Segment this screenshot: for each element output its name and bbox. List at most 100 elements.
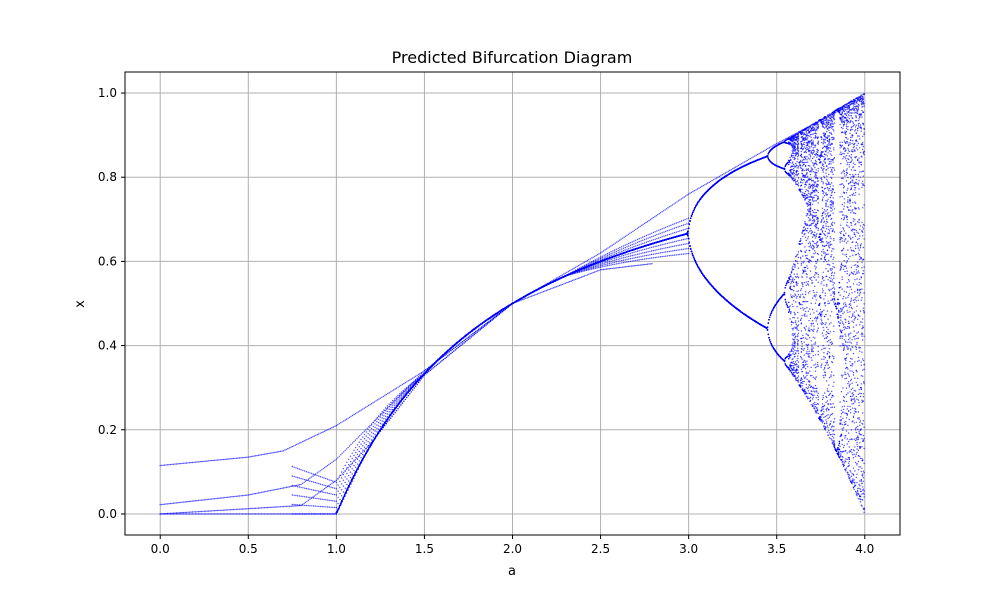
data-point: [789, 135, 791, 138]
data-point: [275, 488, 277, 491]
data-point: [429, 369, 431, 371]
data-point: [218, 497, 220, 499]
data-point: [489, 319, 492, 321]
data-point: [291, 445, 293, 448]
data-point: [579, 264, 581, 266]
data-point: [640, 240, 642, 242]
data-point: [616, 241, 618, 243]
data-point: [589, 273, 591, 275]
data-point: [610, 253, 612, 255]
data-point: [266, 490, 269, 492]
data-point: [580, 266, 582, 268]
data-point: [489, 320, 492, 323]
data-point: [585, 274, 587, 277]
data-point: [321, 469, 323, 471]
data-point: [385, 393, 387, 396]
data-point: [606, 261, 609, 263]
data-point: [244, 456, 247, 459]
data-point: [218, 513, 220, 515]
data-point: [287, 505, 289, 507]
data-point: [281, 450, 283, 452]
data-point: [309, 505, 311, 507]
data-point: [647, 254, 649, 256]
data-point: [328, 484, 330, 487]
data-point: [628, 248, 630, 250]
data-point: [603, 256, 605, 258]
data-point: [670, 241, 672, 244]
data-point: [635, 259, 637, 262]
data-point: [454, 346, 456, 348]
data-point: [610, 254, 612, 257]
data-point: [777, 142, 779, 144]
data-point: [375, 400, 377, 402]
data-point: [679, 199, 681, 201]
data-point: [318, 498, 320, 500]
data-point: [329, 427, 332, 430]
data-point: [687, 217, 690, 219]
data-point: [215, 509, 217, 512]
data-point: [645, 241, 648, 243]
data-point: [414, 375, 417, 377]
data-point: [668, 233, 670, 236]
data-point: [426, 367, 429, 370]
data-point: [352, 476, 354, 478]
data-point: [631, 241, 633, 243]
data-point: [322, 468, 324, 470]
data-point: [448, 354, 451, 356]
data-point: [616, 267, 618, 269]
data-point: [463, 342, 465, 344]
data-point: [633, 229, 635, 232]
data-point: [311, 513, 313, 515]
data-point: [647, 234, 649, 236]
data-point: [548, 288, 550, 291]
data-point: [652, 239, 655, 241]
data-point: [252, 455, 254, 457]
data-point: [246, 508, 248, 510]
data-point: [636, 250, 639, 252]
data-point: [624, 259, 626, 261]
data-point: [358, 441, 360, 443]
data-point: [355, 446, 357, 449]
data-point: [274, 506, 276, 508]
data-point: [626, 266, 628, 268]
data-point: [305, 479, 308, 481]
data-point: [696, 188, 699, 190]
data-point: [243, 513, 245, 515]
data-point: [337, 484, 339, 486]
data-point: [589, 261, 591, 264]
data-point: [561, 274, 564, 276]
data-point: [175, 512, 178, 514]
data-point: [594, 271, 596, 273]
data-point: [656, 245, 658, 247]
data-point: [478, 328, 480, 330]
data-point: [566, 271, 568, 274]
data-point: [621, 250, 623, 253]
data-point: [368, 447, 370, 450]
data-point: [670, 224, 672, 226]
data-point: [196, 511, 198, 513]
data-point: [602, 268, 605, 271]
grid: [125, 72, 900, 535]
data-point: [257, 513, 260, 515]
data-point: [463, 339, 465, 342]
data-point: [778, 141, 781, 143]
data-point: [392, 402, 394, 404]
data-point: [665, 208, 668, 210]
data-point: [605, 268, 608, 270]
data-point: [392, 401, 395, 403]
data-point: [290, 446, 292, 448]
data-point: [663, 227, 665, 229]
data-point: [589, 258, 591, 260]
data-point: [356, 437, 358, 440]
data-point: [330, 506, 332, 508]
data-point: [633, 260, 635, 262]
data-point: [340, 495, 343, 497]
data-point: [652, 253, 655, 255]
data-point: [654, 249, 656, 251]
data-point: [342, 468, 345, 470]
data-point: [266, 453, 269, 455]
data-point: [432, 367, 434, 369]
data-point: [668, 246, 670, 248]
data-point: [318, 513, 320, 515]
